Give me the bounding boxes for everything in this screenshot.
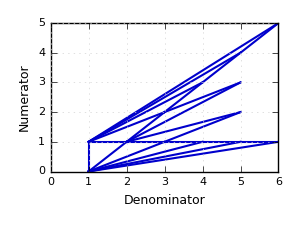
Y-axis label: Numerator: Numerator — [18, 63, 31, 131]
X-axis label: Denominator: Denominator — [124, 194, 206, 207]
